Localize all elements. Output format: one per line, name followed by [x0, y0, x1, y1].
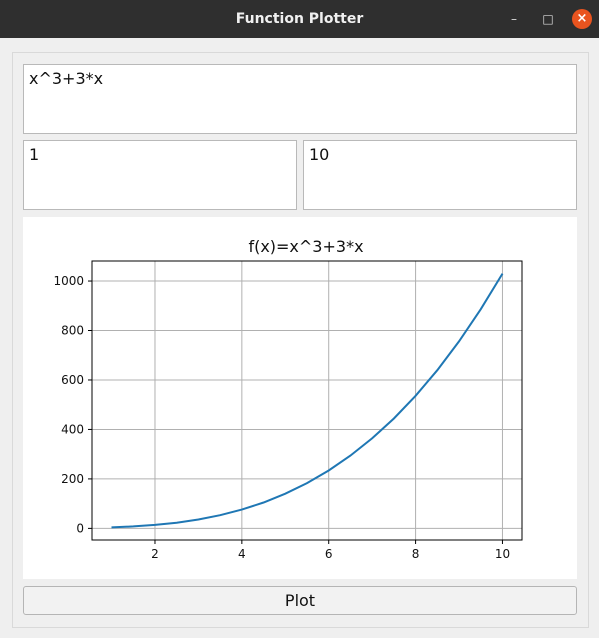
x-tick-label: 8 [412, 547, 420, 561]
y-tick-label: 1000 [53, 274, 84, 288]
x-tick-label: 6 [325, 547, 333, 561]
series-line-f [111, 273, 504, 529]
plot-frame [91, 260, 523, 541]
y-tick-label: 800 [61, 324, 84, 338]
plot-button[interactable]: Plot [23, 586, 577, 615]
function-input[interactable]: x^3+3*x [23, 64, 577, 134]
x-tick-label: 2 [151, 547, 159, 561]
min-input[interactable]: 1 [23, 140, 297, 210]
y-tick-label: 0 [76, 521, 84, 535]
close-icon[interactable]: × [572, 9, 592, 29]
x-tick-label: 4 [238, 547, 246, 561]
chart-title: f(x)=x^3+3*x [248, 237, 363, 256]
x-axis-ticks: 2 4 6 8 10 [151, 540, 510, 561]
minimize-icon[interactable]: – [511, 12, 517, 26]
window-title: Function Plotter [235, 11, 364, 27]
y-tick-label: 400 [61, 422, 84, 436]
max-input[interactable]: 10 [303, 140, 577, 210]
x-tick-label: 10 [495, 547, 510, 561]
y-axis-ticks: 0 200 400 600 800 1000 [53, 274, 92, 535]
plot-canvas: f(x)=x^3+3*x 2 4 6 8 10 0 200 400 600 800 1000 [23, 217, 577, 579]
maximize-icon[interactable]: □ [542, 12, 554, 26]
y-tick-label: 200 [61, 472, 84, 486]
y-tick-label: 600 [61, 373, 84, 387]
title-bar[interactable]: Function Plotter – □ × [0, 0, 599, 38]
chart-grid [92, 261, 522, 540]
function-chart: f(x)=x^3+3*x 2 4 6 8 10 0 200 400 600 800 1000 [53, 237, 523, 561]
